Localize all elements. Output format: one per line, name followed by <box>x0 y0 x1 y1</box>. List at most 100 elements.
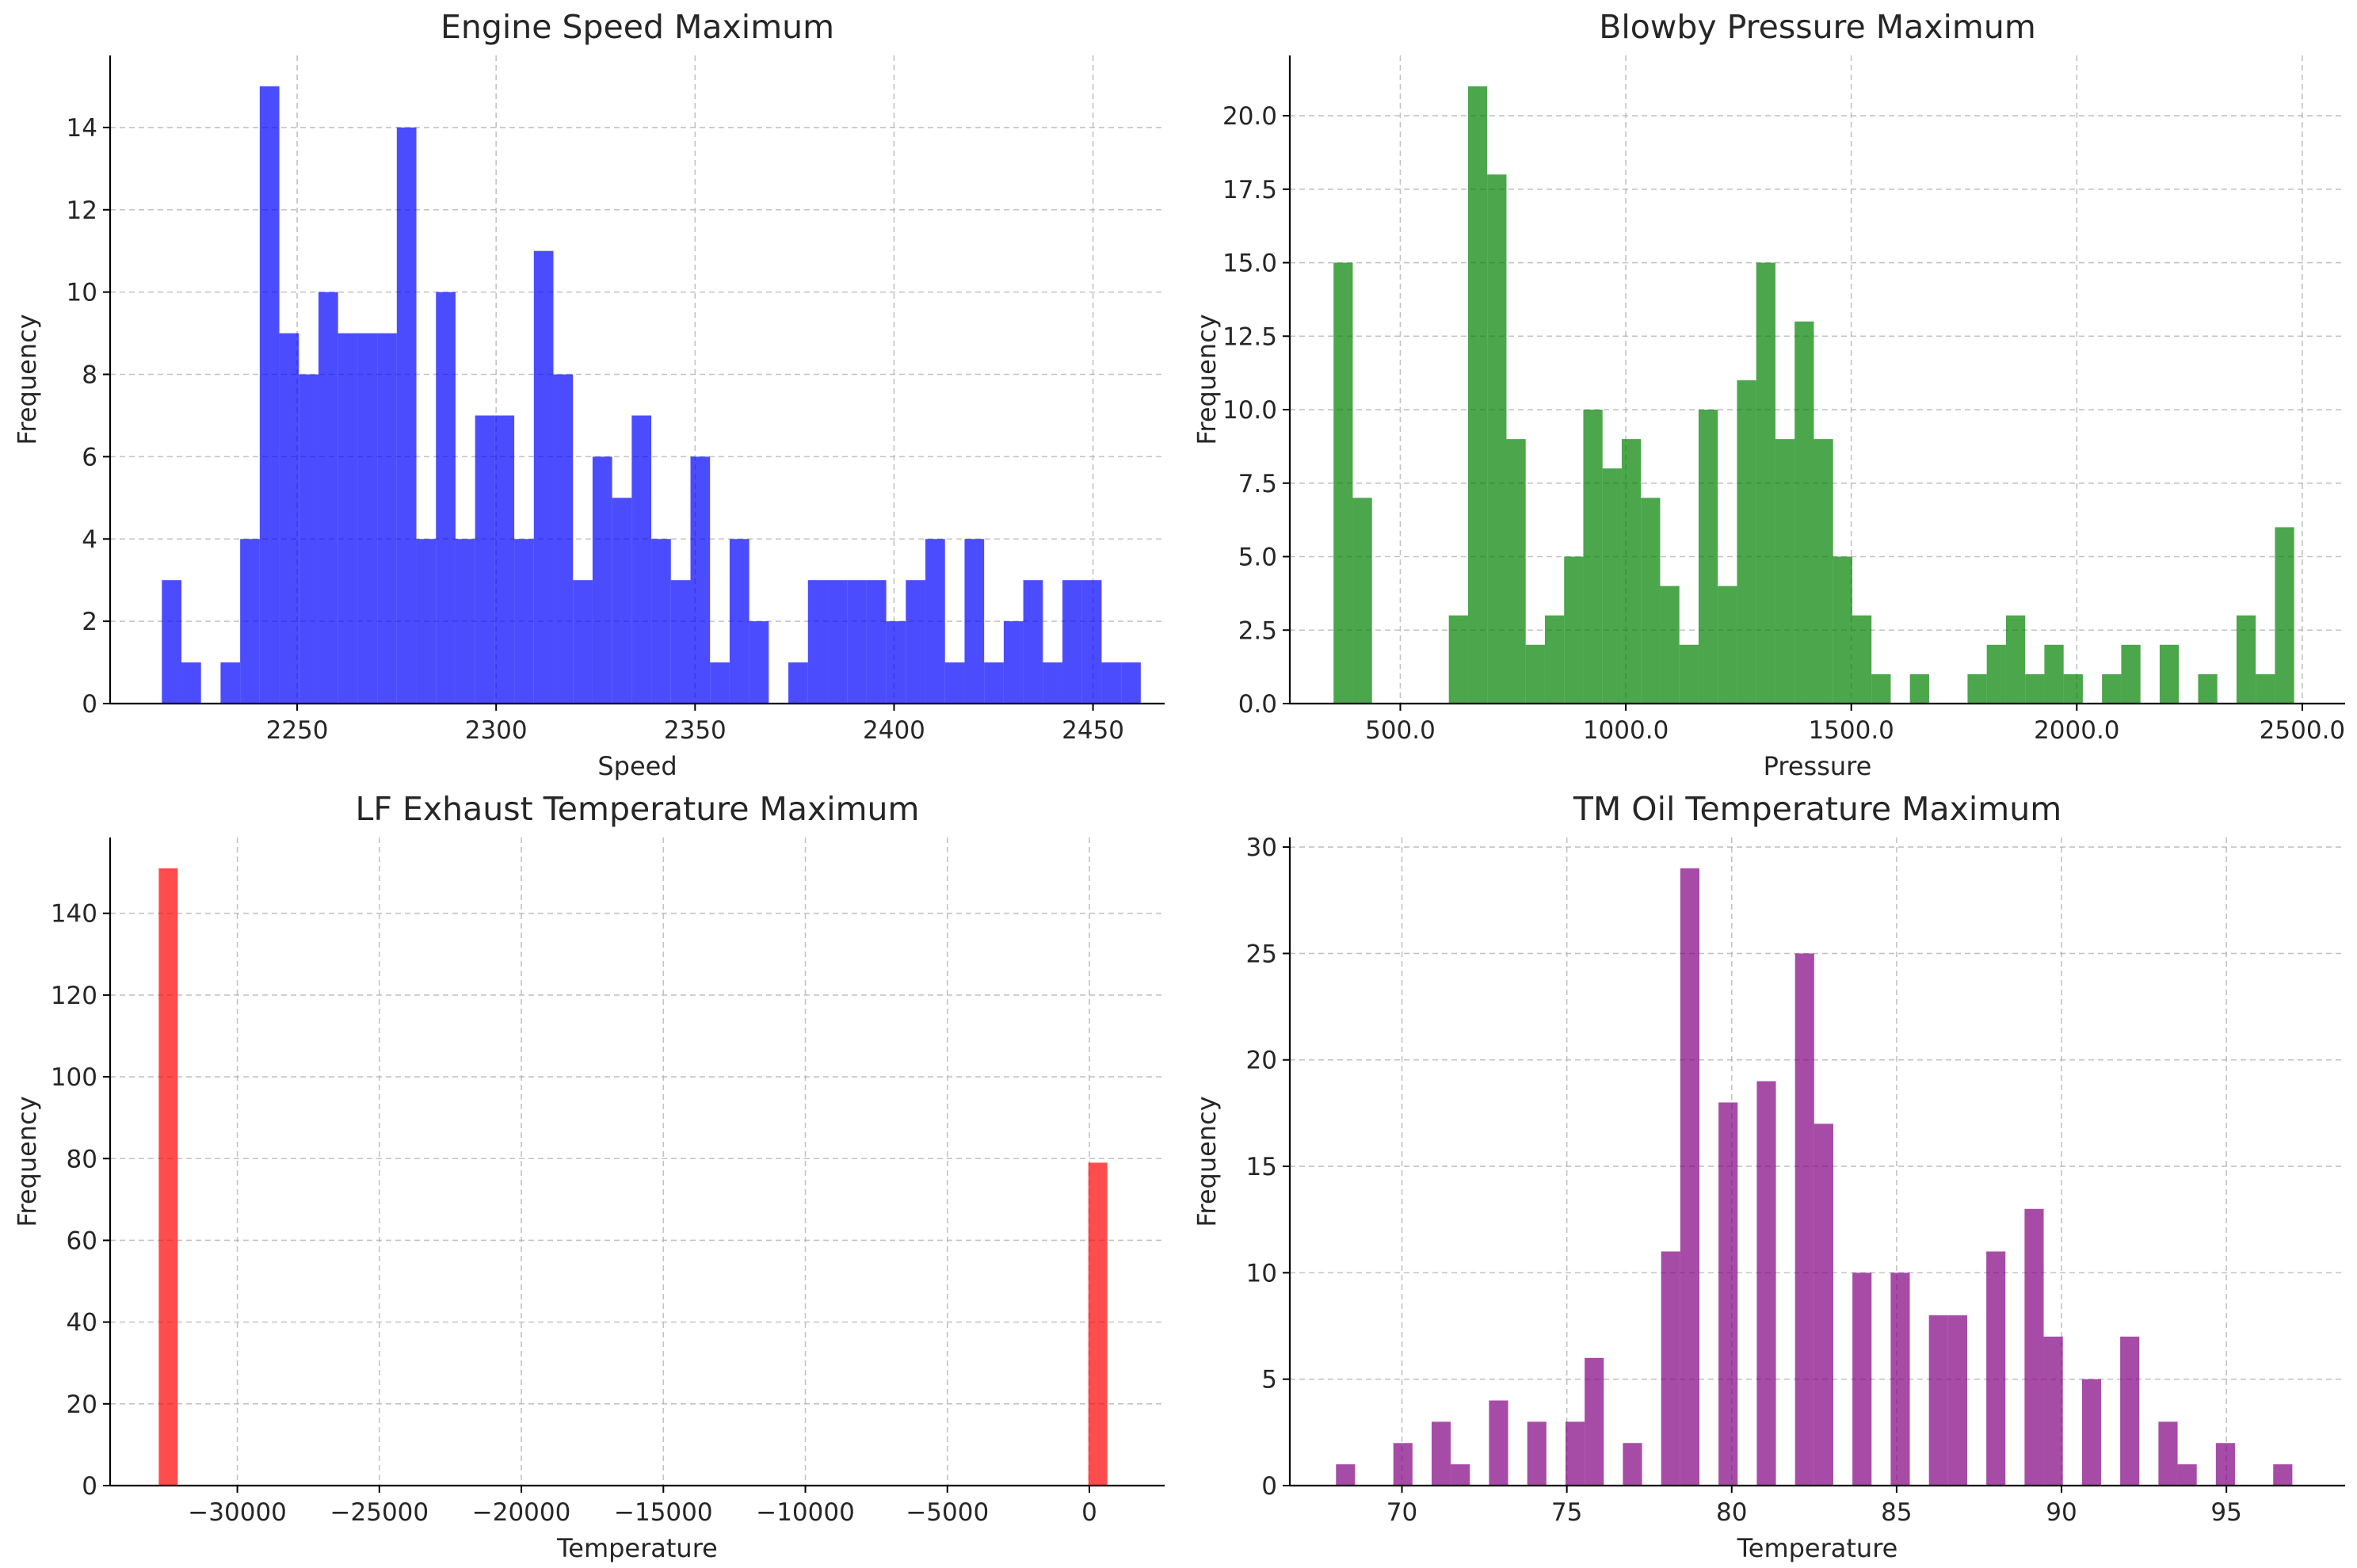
engine-speed-bar <box>1043 662 1063 704</box>
engine-speed-bar <box>475 415 495 704</box>
lf-exhaust-temp-title: LF Exhaust Temperature Maximum <box>356 790 920 828</box>
tm-oil-temp-y-tick-label: 5 <box>1261 1366 1277 1394</box>
tm-oil-temp-bar <box>2177 1464 2197 1486</box>
lf-exhaust-temp-x-tick-label: −20000 <box>472 1498 571 1527</box>
blowby-pressure-bar <box>1794 321 1814 704</box>
tm-oil-temp-y-tick-label: 0 <box>1261 1472 1277 1501</box>
blowby-pressure-bar <box>1621 439 1642 704</box>
engine-speed-bar <box>357 333 378 704</box>
engine-speed-bar <box>396 127 417 704</box>
blowby-pressure-bar <box>1909 673 1929 704</box>
engine-speed-bar <box>729 539 749 704</box>
tm-oil-temp-bar <box>1431 1421 1451 1486</box>
engine-speed-bar <box>1062 580 1082 704</box>
blowby-pressure-bar <box>1333 262 1353 704</box>
engine-speed-bar <box>338 333 358 704</box>
blowby-pressure-bar <box>1448 615 1468 704</box>
tm-oil-temp-x-tick-label: 70 <box>1386 1498 1417 1527</box>
engine-speed-bar <box>964 539 985 704</box>
engine-speed-bar <box>494 415 515 704</box>
tm-oil-temp-bar <box>2273 1464 2293 1486</box>
tm-oil-temp-bar <box>1661 1251 1680 1486</box>
tm-oil-temp-x-tick-label: 90 <box>2046 1498 2077 1527</box>
blowby-pressure-bar <box>1698 410 1718 704</box>
tm-oil-temp-bar <box>1623 1443 1642 1486</box>
tm-oil-temp-bar <box>1336 1464 1356 1486</box>
engine-speed-y-tick-label: 0 <box>82 690 97 719</box>
blowby-pressure-bar <box>1814 439 1833 704</box>
engine-speed-bar <box>631 415 652 704</box>
tm-oil-temp-bar <box>2158 1421 2178 1486</box>
engine-speed-bar <box>416 539 437 704</box>
blowby-pressure-x-tick-label: 1000.0 <box>1583 716 1669 745</box>
blowby-pressure-y-tick-label: 2.5 <box>1238 616 1277 645</box>
tm-oil-temp-x-axis-label: Temperature <box>1737 1533 1898 1563</box>
blowby-pressure-bar <box>1756 262 1775 704</box>
lf-exhaust-temp-y-axis-label: Frequency <box>12 1096 42 1227</box>
blowby-pressure-bar <box>1641 498 1661 704</box>
blowby-pressure-bar <box>2236 615 2256 704</box>
engine-speed-bar <box>1023 580 1043 704</box>
blowby-pressure-title: Blowby Pressure Maximum <box>1599 8 2036 46</box>
engine-speed-bar <box>1003 621 1024 704</box>
tm-oil-temp-bar <box>1852 1272 1872 1486</box>
blowby-pressure-y-tick-label: 12.5 <box>1222 322 1277 351</box>
blowby-pressure-bar <box>2025 673 2045 704</box>
blowby-pressure-bar <box>2121 644 2141 704</box>
blowby-pressure-bar <box>1986 644 2006 704</box>
blowby-pressure-bar <box>1602 468 1622 704</box>
engine-speed-bar <box>612 498 632 704</box>
engine-speed-bar <box>455 539 475 704</box>
engine-speed-bar <box>827 580 848 704</box>
tm-oil-temp-bar <box>1451 1464 1470 1486</box>
blowby-pressure-bar <box>2102 673 2122 704</box>
lf-exhaust-temp-y-tick-label: 80 <box>67 1145 97 1173</box>
tm-oil-temp-bar <box>2043 1336 2063 1486</box>
tm-oil-temp-x-tick-label: 75 <box>1551 1498 1582 1527</box>
tm-oil-temp-chart: 70 75 80 85 90 95 0 5 10 15 20 25 30 TM Oil Temperatu… <box>1192 790 2345 1563</box>
engine-speed-chart: 2250 2300 2350 2400 2450 0 2 4 6 8 10 12 14 Engine Sp… <box>12 8 1165 781</box>
lf-exhaust-temp-x-tick-label: −15000 <box>614 1498 713 1527</box>
engine-speed-y-tick-label: 6 <box>82 443 97 471</box>
blowby-pressure-bar <box>1871 673 1891 704</box>
tm-oil-temp-bar <box>1565 1421 1585 1486</box>
lf-exhaust-temp-y-tick-label: 60 <box>67 1227 97 1255</box>
blowby-pressure-bar <box>1564 556 1584 704</box>
blowby-pressure-bar <box>2063 673 2083 704</box>
tm-oil-temp-title: TM Oil Temperature Maximum <box>1573 790 2061 828</box>
engine-speed-y-tick-label: 8 <box>82 361 97 390</box>
engine-speed-bar <box>553 374 574 704</box>
lf-exhaust-temp-x-tick-label: −5000 <box>906 1498 989 1527</box>
blowby-pressure-bar <box>1737 380 1756 704</box>
engine-speed-x-tick-label: 2300 <box>465 716 528 745</box>
engine-speed-y-tick-label: 2 <box>82 608 97 636</box>
engine-speed-bar <box>279 333 299 704</box>
tm-oil-temp-bar <box>1947 1315 1967 1486</box>
blowby-pressure-bar <box>1487 174 1507 704</box>
blowby-pressure-bar <box>2275 527 2294 704</box>
tm-oil-temp-bar <box>2081 1379 2101 1486</box>
tm-oil-temp-bar <box>1585 1357 1604 1486</box>
engine-speed-bar <box>886 621 906 704</box>
lf-exhaust-temp-y-tick-label: 120 <box>51 982 97 1010</box>
tm-oil-temp-y-tick-label: 25 <box>1246 940 1277 968</box>
blowby-pressure-x-tick-label: 500.0 <box>1365 716 1436 745</box>
engine-speed-bar <box>259 86 280 704</box>
engine-speed-bar <box>925 539 945 704</box>
tm-oil-temp-y-axis-label: Frequency <box>1192 1096 1222 1227</box>
blowby-pressure-bar <box>1833 556 1852 704</box>
blowby-pressure-y-axis-label: Frequency <box>1192 314 1222 444</box>
engine-speed-bar <box>318 292 338 704</box>
engine-speed-bar <box>788 662 808 704</box>
tm-oil-temp-bar <box>1986 1251 2006 1486</box>
lf-exhaust-temp-y-tick-label: 100 <box>51 1063 97 1092</box>
lf-exhaust-temp-x-tick-label: −10000 <box>756 1498 855 1527</box>
tm-oil-temp-bar <box>2024 1208 2044 1486</box>
blowby-pressure-bar <box>1467 86 1488 704</box>
engine-speed-bar <box>651 539 671 704</box>
blowby-pressure-bar <box>1660 586 1680 704</box>
engine-speed-bar <box>162 580 182 704</box>
lf-exhaust-temp-y-tick-label: 140 <box>51 900 97 929</box>
engine-speed-bar <box>436 292 456 704</box>
